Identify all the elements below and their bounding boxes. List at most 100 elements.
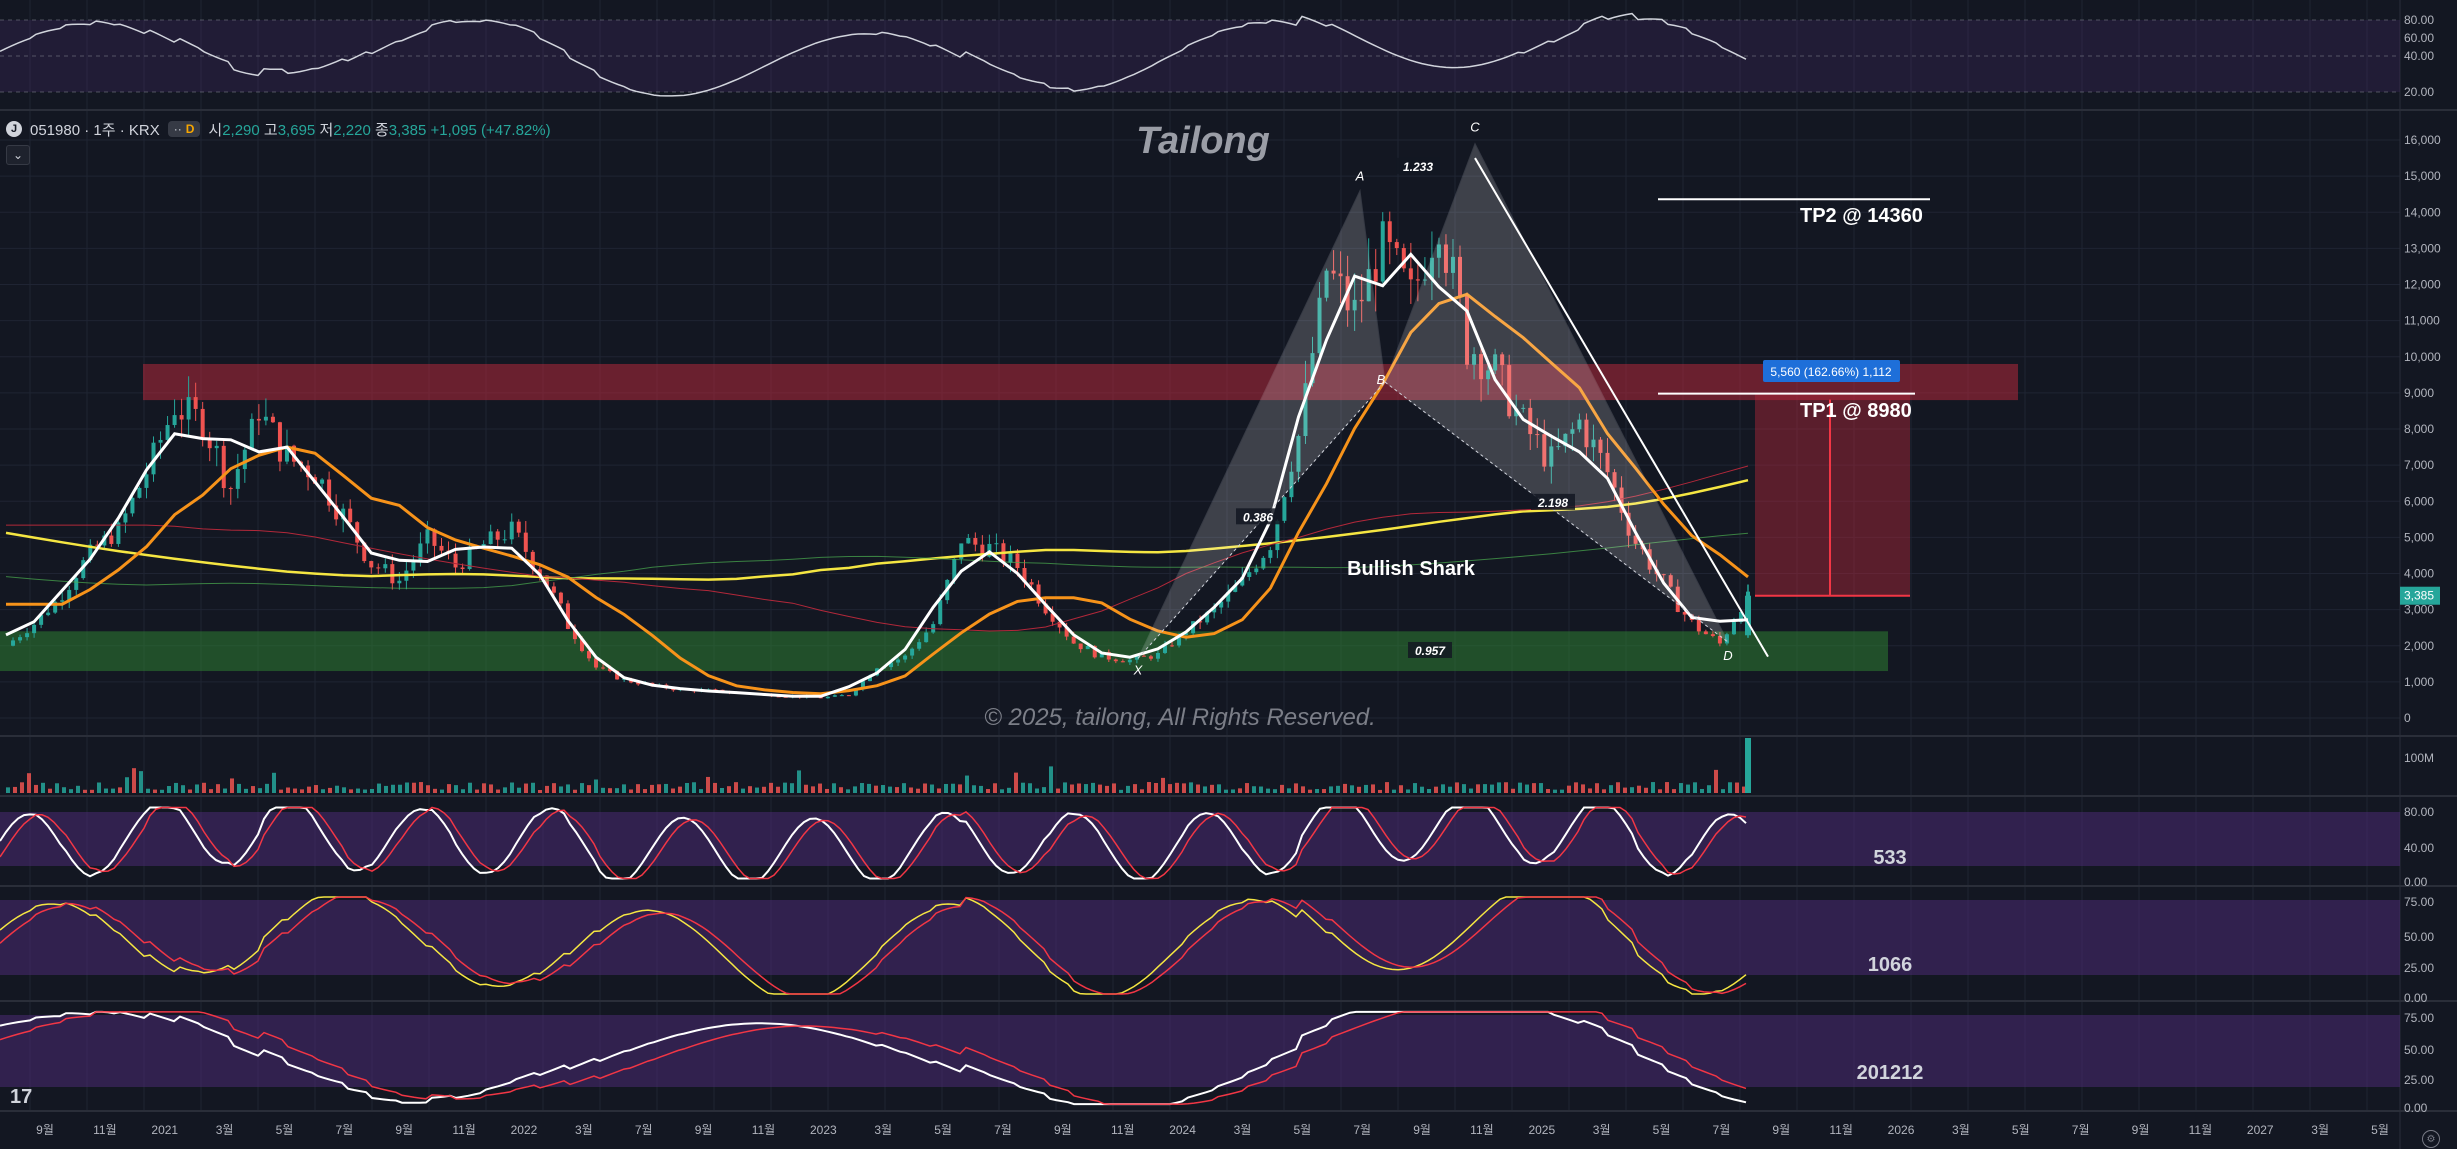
volume-bar xyxy=(146,788,150,793)
time-axis-label: 5월 xyxy=(1293,1123,1311,1137)
volume-bar xyxy=(97,782,101,793)
volume-bar xyxy=(342,787,346,793)
candle-body xyxy=(1303,383,1308,437)
volume-bar xyxy=(454,785,458,793)
volume-bar xyxy=(384,785,388,793)
volume-bar xyxy=(1427,789,1431,793)
candle-body xyxy=(1584,419,1589,448)
volume-bar xyxy=(587,785,591,793)
candle-body xyxy=(1177,634,1182,646)
volume-bar xyxy=(1035,788,1039,793)
candle-body xyxy=(1486,370,1491,380)
candle-body xyxy=(1113,659,1118,662)
candle-body xyxy=(1556,446,1561,448)
price-axis-label: 10,000 xyxy=(2404,350,2441,364)
candle-body xyxy=(11,640,16,646)
stoch-axis-label: 25.00 xyxy=(2404,1073,2434,1087)
volume-bar xyxy=(965,775,969,793)
target-projection-box xyxy=(1755,393,1910,596)
volume-bar xyxy=(13,786,17,793)
candle-body xyxy=(1050,613,1055,622)
volume-bar xyxy=(1714,769,1718,793)
candle-body xyxy=(1387,221,1392,243)
time-axis-label: 9월 xyxy=(1772,1123,1790,1137)
tradingview-logo[interactable]: 17 xyxy=(10,1086,33,1108)
volume-bar xyxy=(783,782,787,793)
stoch2-d-line xyxy=(0,896,1747,995)
time-axis-label: 3월 xyxy=(1593,1123,1611,1137)
candle-body xyxy=(228,488,233,490)
volume-bar xyxy=(1364,784,1368,793)
volume-bar xyxy=(265,783,269,793)
volume-bar xyxy=(1721,789,1725,793)
volume-bar xyxy=(1084,784,1088,793)
candle-body xyxy=(853,689,858,696)
harmonic-point-b: B xyxy=(1377,372,1386,387)
volume-bar xyxy=(209,789,213,793)
candle-body xyxy=(1479,354,1484,380)
symbol-label[interactable]: 051980 · 1주 · KRX xyxy=(30,121,160,139)
ratio-label-bg xyxy=(1408,641,1452,658)
candle-body xyxy=(1549,446,1554,467)
candle-body xyxy=(1422,279,1427,281)
volume-bar xyxy=(846,789,850,793)
volume-bar xyxy=(1392,789,1396,793)
volume-bar xyxy=(223,788,227,793)
price-axis-label: 11,000 xyxy=(2404,314,2440,328)
candle-body xyxy=(1443,244,1448,273)
candle-body xyxy=(1338,273,1343,277)
volume-bar xyxy=(349,789,353,793)
volume-bar xyxy=(860,783,864,793)
volume-bar xyxy=(867,783,871,793)
volume-bar xyxy=(1196,784,1200,793)
candle-body xyxy=(1577,419,1582,430)
volume-bar xyxy=(1609,785,1613,793)
ratio-label-bg xyxy=(1236,508,1280,525)
volume-bar xyxy=(314,785,318,793)
candle-body xyxy=(1401,248,1406,269)
stoch-axis-label: 50.00 xyxy=(2404,930,2434,944)
volume-bar xyxy=(160,789,164,793)
volume-bar xyxy=(1497,782,1501,793)
volume-bar xyxy=(1420,786,1424,793)
volume-bar xyxy=(48,788,52,793)
candle-body xyxy=(1668,575,1673,587)
volume-bar xyxy=(937,788,941,793)
candle-body xyxy=(523,532,528,552)
candle-body xyxy=(910,648,915,656)
candle-body xyxy=(39,615,44,625)
volume-bar xyxy=(1315,789,1319,793)
stoch-axis-label: 75.00 xyxy=(2404,1011,2434,1025)
volume-bar xyxy=(328,787,332,793)
volume-bar xyxy=(1231,789,1235,793)
candle-body xyxy=(334,505,339,520)
volume-bar xyxy=(825,788,829,793)
candle-body xyxy=(1710,634,1715,636)
candle-body xyxy=(530,551,535,570)
volume-bar xyxy=(1350,785,1354,793)
stoch2-band xyxy=(0,900,2400,975)
volume-bar xyxy=(1189,782,1193,793)
volume-bar xyxy=(1693,782,1697,793)
chevron-down-icon[interactable]: ⌄ xyxy=(6,145,30,165)
candle-body xyxy=(1282,497,1287,521)
volume-bar xyxy=(601,787,605,793)
volume-bar xyxy=(1238,788,1242,793)
top-osc-axis-label: 40.00 xyxy=(2404,49,2434,63)
candle-body xyxy=(903,655,908,660)
candle-body xyxy=(1605,452,1610,473)
harmonic-xb-line xyxy=(1137,381,1386,659)
volume-bar xyxy=(391,784,395,793)
candle-body xyxy=(1570,429,1575,434)
candle-body xyxy=(397,580,402,584)
gear-icon[interactable]: ⚙ xyxy=(2422,1130,2440,1148)
volume-bar xyxy=(1588,788,1592,793)
time-axis-label: 5월 xyxy=(1653,1123,1671,1137)
stoch-axis-label: 25.00 xyxy=(2404,961,2434,975)
candle-body xyxy=(832,695,837,697)
candle-body xyxy=(376,567,381,569)
volume-bar xyxy=(433,788,437,793)
volume-bar xyxy=(1042,787,1046,793)
candle-body xyxy=(390,564,395,584)
